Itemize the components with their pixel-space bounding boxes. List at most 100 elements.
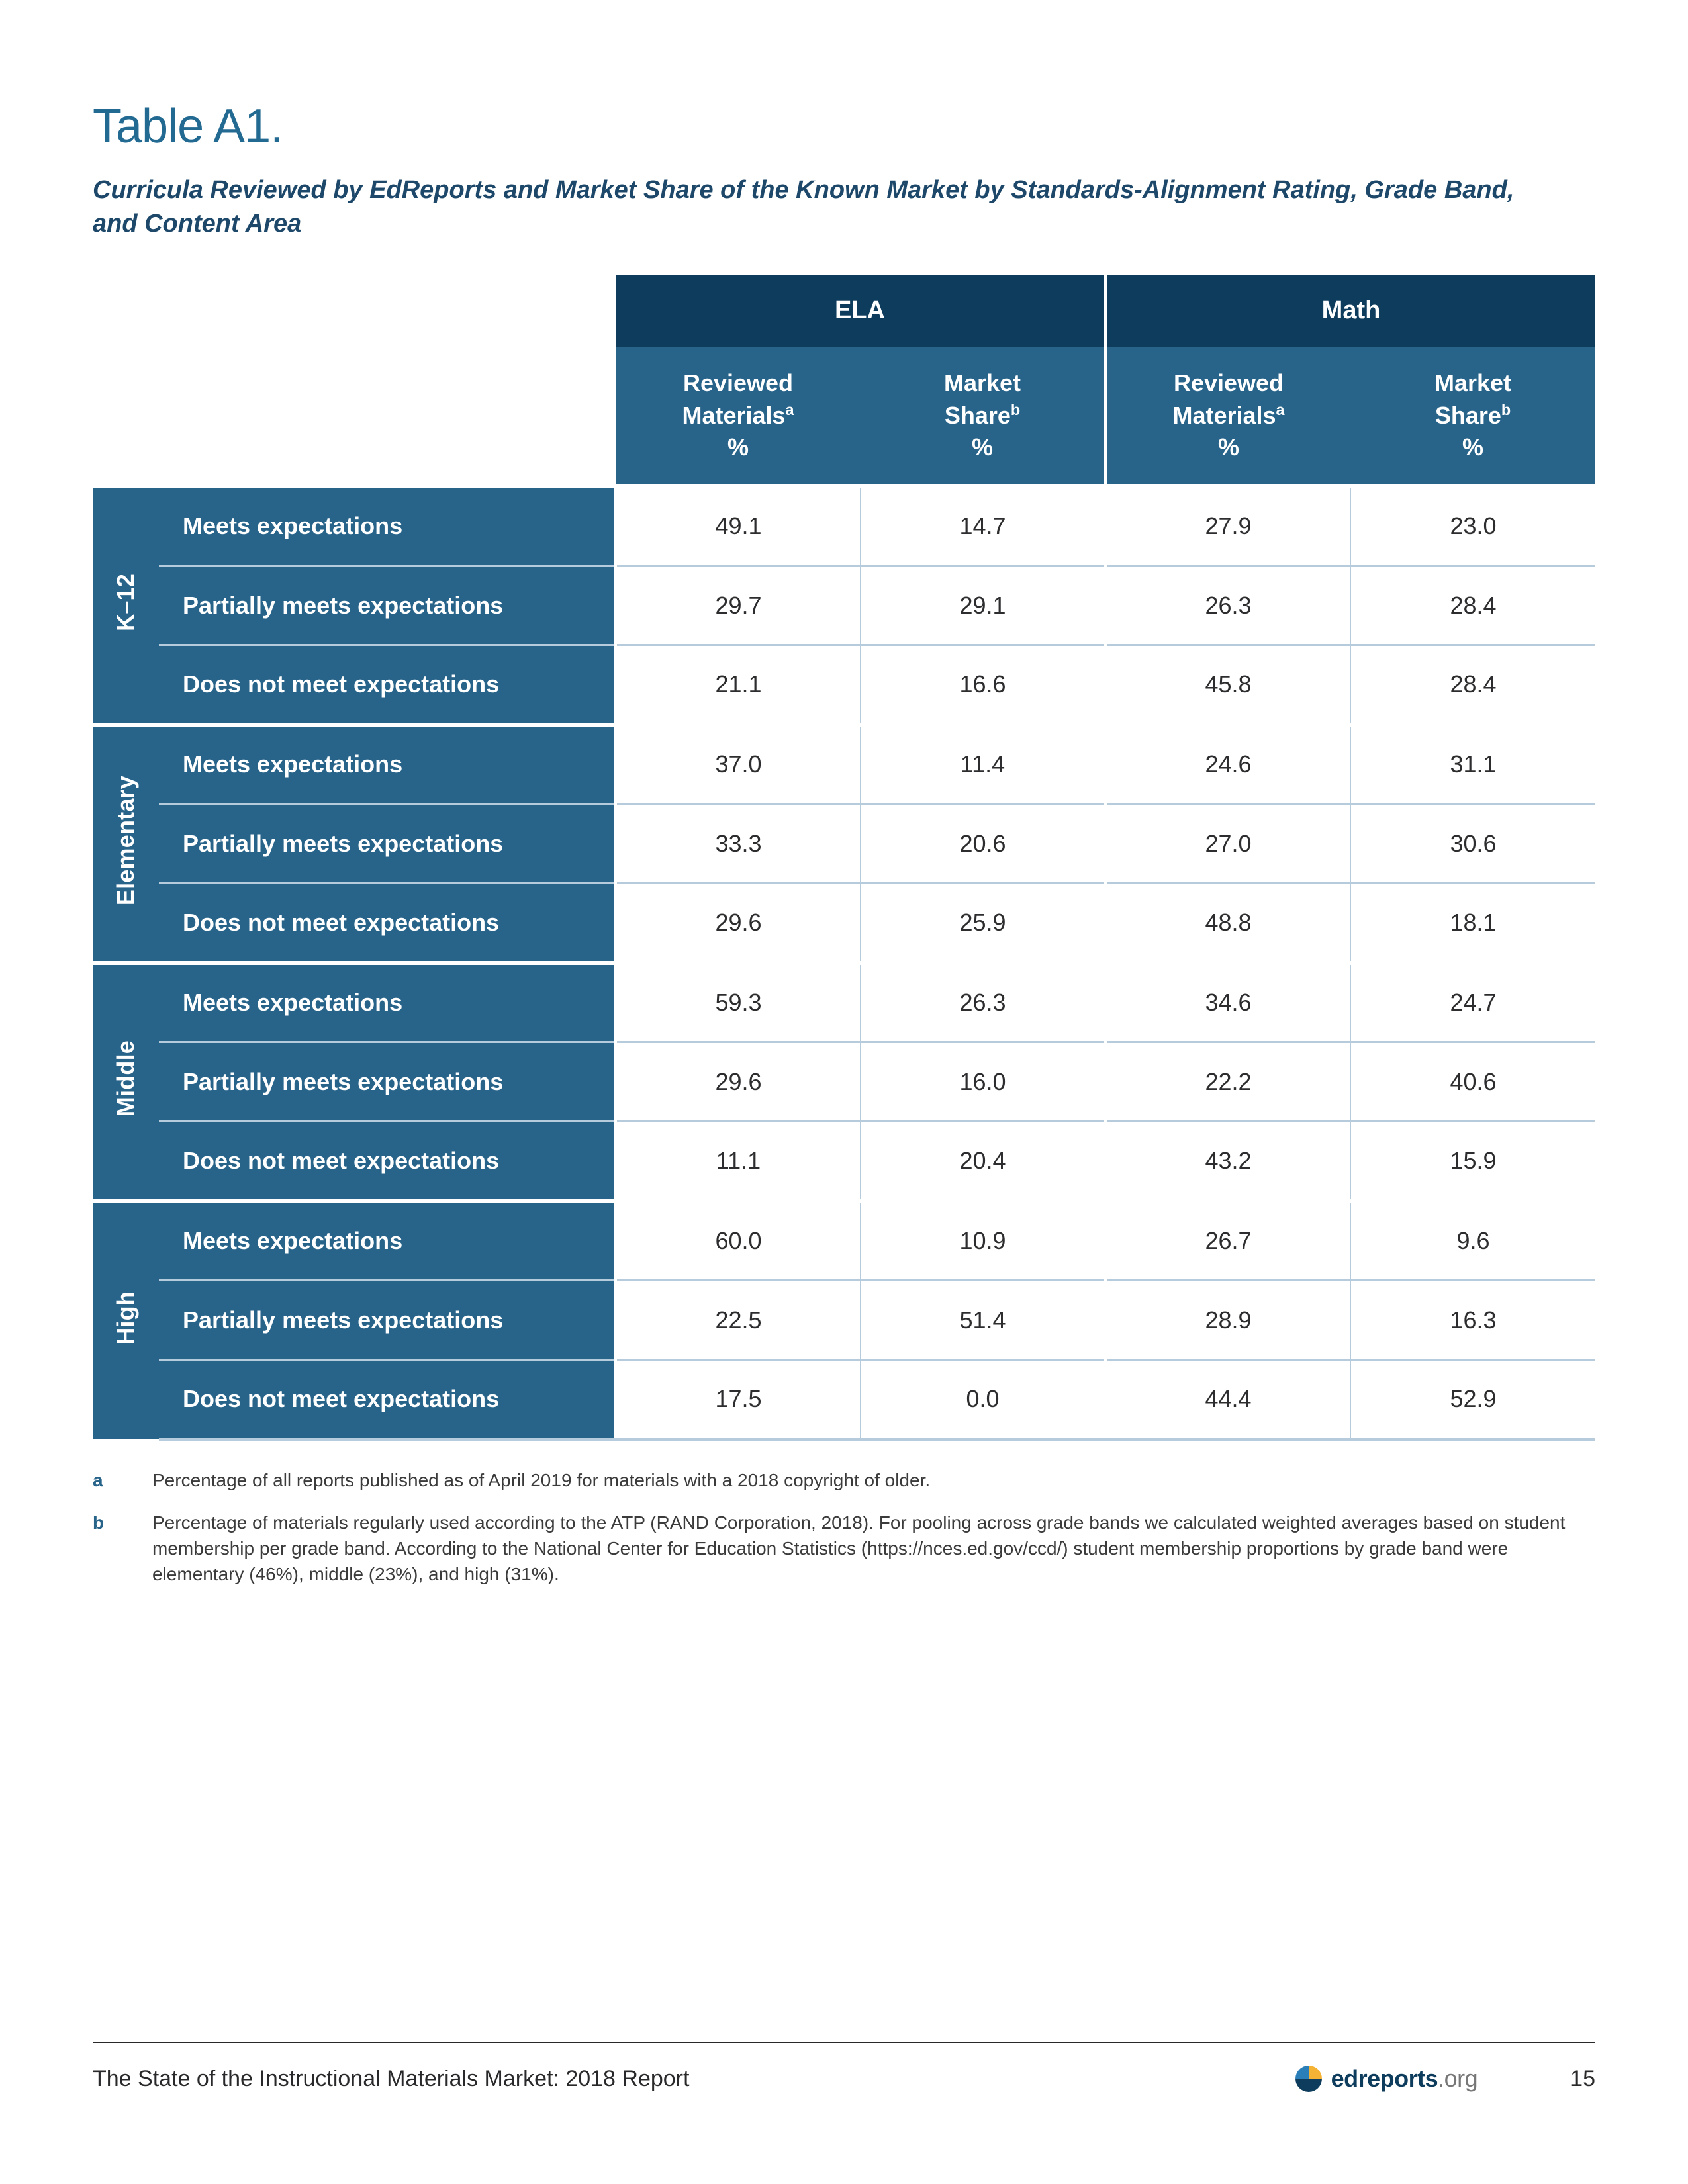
footnote-mark: b: [93, 1510, 152, 1588]
grade-band-label: Middle: [93, 963, 159, 1201]
footnote-mark: a: [93, 1467, 152, 1493]
data-cell: 14.7: [861, 486, 1105, 566]
data-cell: 22.2: [1105, 1042, 1350, 1122]
column-subheader: Reviewed Materialsa%: [616, 347, 861, 486]
data-cell: 30.6: [1350, 804, 1595, 884]
row-label: Does not meet expectations: [159, 1122, 616, 1201]
subheader-line: Shareb: [1435, 402, 1511, 429]
row-label: Partially meets expectations: [159, 1042, 616, 1122]
table-row: Does not meet expectations21.116.645.828…: [93, 645, 1595, 725]
page-footer: The State of the Instructional Materials…: [93, 2042, 1595, 2095]
table-row: MiddleMeets expectations59.326.334.624.7: [93, 963, 1595, 1042]
data-cell: 49.1: [616, 486, 861, 566]
data-cell: 28.4: [1350, 566, 1595, 645]
data-cell: 37.0: [616, 725, 861, 804]
footnote-text: Percentage of materials regularly used a…: [152, 1510, 1595, 1588]
subheader-line: Shareb: [945, 402, 1020, 429]
table-subtitle: Curricula Reviewed by EdReports and Mark…: [93, 173, 1549, 242]
table-row: HighMeets expectations60.010.926.79.6: [93, 1201, 1595, 1281]
row-label: Does not meet expectations: [159, 1360, 616, 1439]
data-cell: 18.1: [1350, 884, 1595, 963]
row-label: Does not meet expectations: [159, 884, 616, 963]
data-cell: 20.4: [861, 1122, 1105, 1201]
subheader-line: Materialsa: [682, 402, 794, 429]
grade-band-text: Elementary: [112, 776, 140, 905]
table-row: K–12Meets expectations49.114.727.923.0: [93, 486, 1595, 566]
footnote-sup: b: [1011, 401, 1020, 418]
data-cell: 11.1: [616, 1122, 861, 1201]
subheader-line: Reviewed: [1174, 369, 1284, 396]
data-cell: 17.5: [616, 1360, 861, 1439]
table-row: Partially meets expectations29.616.022.2…: [93, 1042, 1595, 1122]
data-cell: 26.3: [1105, 566, 1350, 645]
header-blank: [93, 275, 616, 347]
data-cell: 29.7: [616, 566, 861, 645]
row-label: Partially meets expectations: [159, 1281, 616, 1360]
footnote: aPercentage of all reports published as …: [93, 1467, 1595, 1493]
data-cell: 27.9: [1105, 486, 1350, 566]
subheader-line: Market: [944, 369, 1021, 396]
subheader-line: %: [727, 433, 749, 461]
data-cell: 21.1: [616, 645, 861, 725]
data-cell: 34.6: [1105, 963, 1350, 1042]
row-label: Meets expectations: [159, 963, 616, 1042]
footnote-text: Percentage of all reports published as o…: [152, 1467, 930, 1493]
data-cell: 16.0: [861, 1042, 1105, 1122]
data-cell: 25.9: [861, 884, 1105, 963]
subheader-line: Reviewed: [683, 369, 793, 396]
subheader-line: Materialsa: [1172, 402, 1284, 429]
footnote-sup: b: [1501, 401, 1511, 418]
row-label: Meets expectations: [159, 1201, 616, 1281]
page-number: 15: [1570, 2066, 1595, 2092]
subheader-blank: [93, 347, 616, 486]
data-table: ELA Math ReviewedMaterialsa%MarketShareb…: [93, 275, 1595, 1441]
data-cell: 16.6: [861, 645, 1105, 725]
data-cell: 9.6: [1350, 1201, 1595, 1281]
row-label: Does not meet expectations: [159, 645, 616, 725]
footer-report-title: The State of the Instructional Materials…: [93, 2066, 689, 2092]
subheader-line: %: [972, 433, 993, 461]
data-cell: 40.6: [1350, 1042, 1595, 1122]
subheader-line: %: [1218, 433, 1239, 461]
table-row: Partially meets expectations29.729.126.3…: [93, 566, 1595, 645]
data-cell: 52.9: [1350, 1360, 1595, 1439]
data-cell: 24.6: [1105, 725, 1350, 804]
footnote: bPercentage of materials regularly used …: [93, 1510, 1595, 1588]
footnotes: aPercentage of all reports published as …: [93, 1467, 1595, 1588]
subject-header-math: Math: [1105, 275, 1595, 347]
data-cell: 60.0: [616, 1201, 861, 1281]
data-cell: 44.4: [1105, 1360, 1350, 1439]
data-cell: 29.6: [616, 884, 861, 963]
footnote-sup: a: [1276, 401, 1285, 418]
subheader-line: Market: [1434, 369, 1511, 396]
footnote-sup: a: [786, 401, 794, 418]
table-row: Partially meets expectations33.320.627.0…: [93, 804, 1595, 884]
table-row: ElementaryMeets expectations37.011.424.6…: [93, 725, 1595, 804]
row-label: Meets expectations: [159, 486, 616, 566]
grade-band-label: High: [93, 1201, 159, 1439]
grade-band-text: High: [112, 1291, 140, 1345]
table-title: Table A1.: [93, 99, 1595, 154]
row-label: Partially meets expectations: [159, 566, 616, 645]
data-cell: 31.1: [1350, 725, 1595, 804]
data-cell: 51.4: [861, 1281, 1105, 1360]
data-cell: 33.3: [616, 804, 861, 884]
data-cell: 24.7: [1350, 963, 1595, 1042]
data-cell: 29.1: [861, 566, 1105, 645]
data-cell: 0.0: [861, 1360, 1105, 1439]
data-cell: 20.6: [861, 804, 1105, 884]
logo-suffix: .org: [1438, 2065, 1477, 2092]
grade-band-label: K–12: [93, 486, 159, 725]
data-table-wrap: ELA Math ReviewedMaterialsa%MarketShareb…: [93, 275, 1595, 1441]
data-cell: 28.9: [1105, 1281, 1350, 1360]
data-cell: 48.8: [1105, 884, 1350, 963]
table-row: Partially meets expectations22.551.428.9…: [93, 1281, 1595, 1360]
grade-band-text: K–12: [112, 574, 140, 631]
data-cell: 10.9: [861, 1201, 1105, 1281]
data-cell: 22.5: [616, 1281, 861, 1360]
table-row: Does not meet expectations17.50.044.452.…: [93, 1360, 1595, 1439]
data-cell: 26.7: [1105, 1201, 1350, 1281]
data-cell: 43.2: [1105, 1122, 1350, 1201]
data-cell: 26.3: [861, 963, 1105, 1042]
data-cell: 11.4: [861, 725, 1105, 804]
